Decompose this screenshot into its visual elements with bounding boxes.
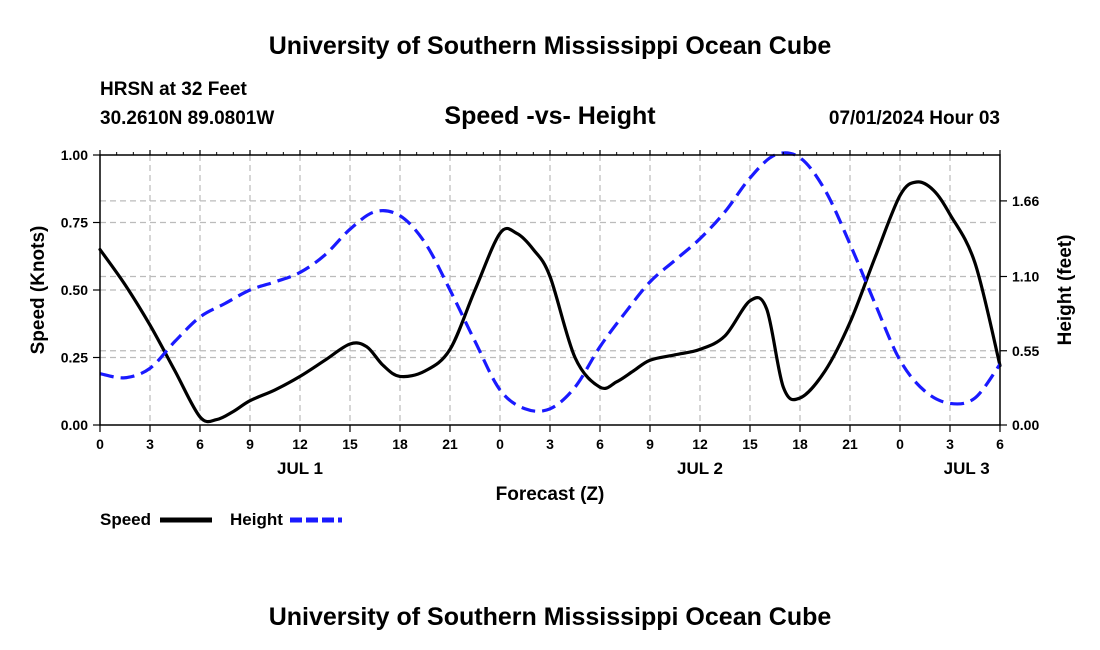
x-tick-label: 0 bbox=[496, 436, 504, 452]
x-tick-label: 0 bbox=[896, 436, 904, 452]
x-tick-label: 15 bbox=[342, 436, 358, 452]
y2-tick-label: 1.10 bbox=[1012, 269, 1039, 285]
y-tick-label: 0.75 bbox=[61, 215, 88, 231]
x-tick-label: 15 bbox=[742, 436, 758, 452]
x-tick-label: 6 bbox=[596, 436, 604, 452]
x-tick-label: 21 bbox=[442, 436, 458, 452]
station-label: HRSN at 32 Feet bbox=[100, 79, 247, 100]
date-label: JUL 2 bbox=[677, 459, 723, 478]
forecast-time-label: 07/01/2024 Hour 03 bbox=[829, 108, 1000, 129]
y-tick-label: 0.00 bbox=[61, 417, 88, 433]
grid-lines bbox=[100, 155, 1000, 425]
coordinates-label: 30.2610N 89.0801W bbox=[100, 108, 274, 129]
x-tick-label: 3 bbox=[146, 436, 154, 452]
x-tick-label: 3 bbox=[546, 436, 554, 452]
y-tick-label: 1.00 bbox=[61, 147, 88, 163]
x-tick-label: 12 bbox=[292, 436, 308, 452]
series-layer bbox=[98, 151, 1002, 424]
x-axis-title: Forecast (Z) bbox=[496, 484, 605, 505]
chart-title: Speed -vs- Height bbox=[444, 102, 656, 130]
date-label: JUL 3 bbox=[944, 459, 990, 478]
y-tick-label: 0.25 bbox=[61, 350, 88, 366]
x-tick-label: 12 bbox=[692, 436, 708, 452]
x-tick-label: 18 bbox=[792, 436, 808, 452]
y2-tick-label: 0.55 bbox=[1012, 343, 1039, 359]
legend-label-speed: Speed bbox=[100, 510, 151, 529]
y2-axis-title: Height (feet) bbox=[1055, 235, 1076, 346]
y2-tick-label: 1.66 bbox=[1012, 193, 1039, 209]
y-tick-label: 0.50 bbox=[61, 282, 88, 298]
x-tick-label: 21 bbox=[842, 436, 858, 452]
x-tick-label: 0 bbox=[96, 436, 104, 452]
legend: Speed Height bbox=[100, 510, 342, 529]
date-label: JUL 1 bbox=[277, 459, 323, 478]
x-tick-label: 6 bbox=[196, 436, 204, 452]
page-title-top: University of Southern Mississippi Ocean… bbox=[269, 32, 832, 60]
y2-tick-label: 0.00 bbox=[1012, 417, 1039, 433]
page-title-bottom: University of Southern Mississippi Ocean… bbox=[269, 603, 832, 631]
x-tick-label: 9 bbox=[246, 436, 254, 452]
legend-label-height: Height bbox=[230, 510, 283, 529]
tick-layer: 0 3 6 9 12 15 18 21 0 3 6 9 12 15 18 21 0 3 6 JUL 1 JUL 2 JUL… bbox=[61, 147, 1040, 478]
series-line-speed bbox=[98, 180, 1002, 424]
x-tick-label: 6 bbox=[996, 436, 1004, 452]
series-line-height bbox=[99, 151, 1002, 413]
x-tick-label: 9 bbox=[646, 436, 654, 452]
y-axis-title: Speed (Knots) bbox=[28, 226, 49, 355]
x-tick-label: 18 bbox=[392, 436, 408, 452]
x-tick-label: 3 bbox=[946, 436, 954, 452]
